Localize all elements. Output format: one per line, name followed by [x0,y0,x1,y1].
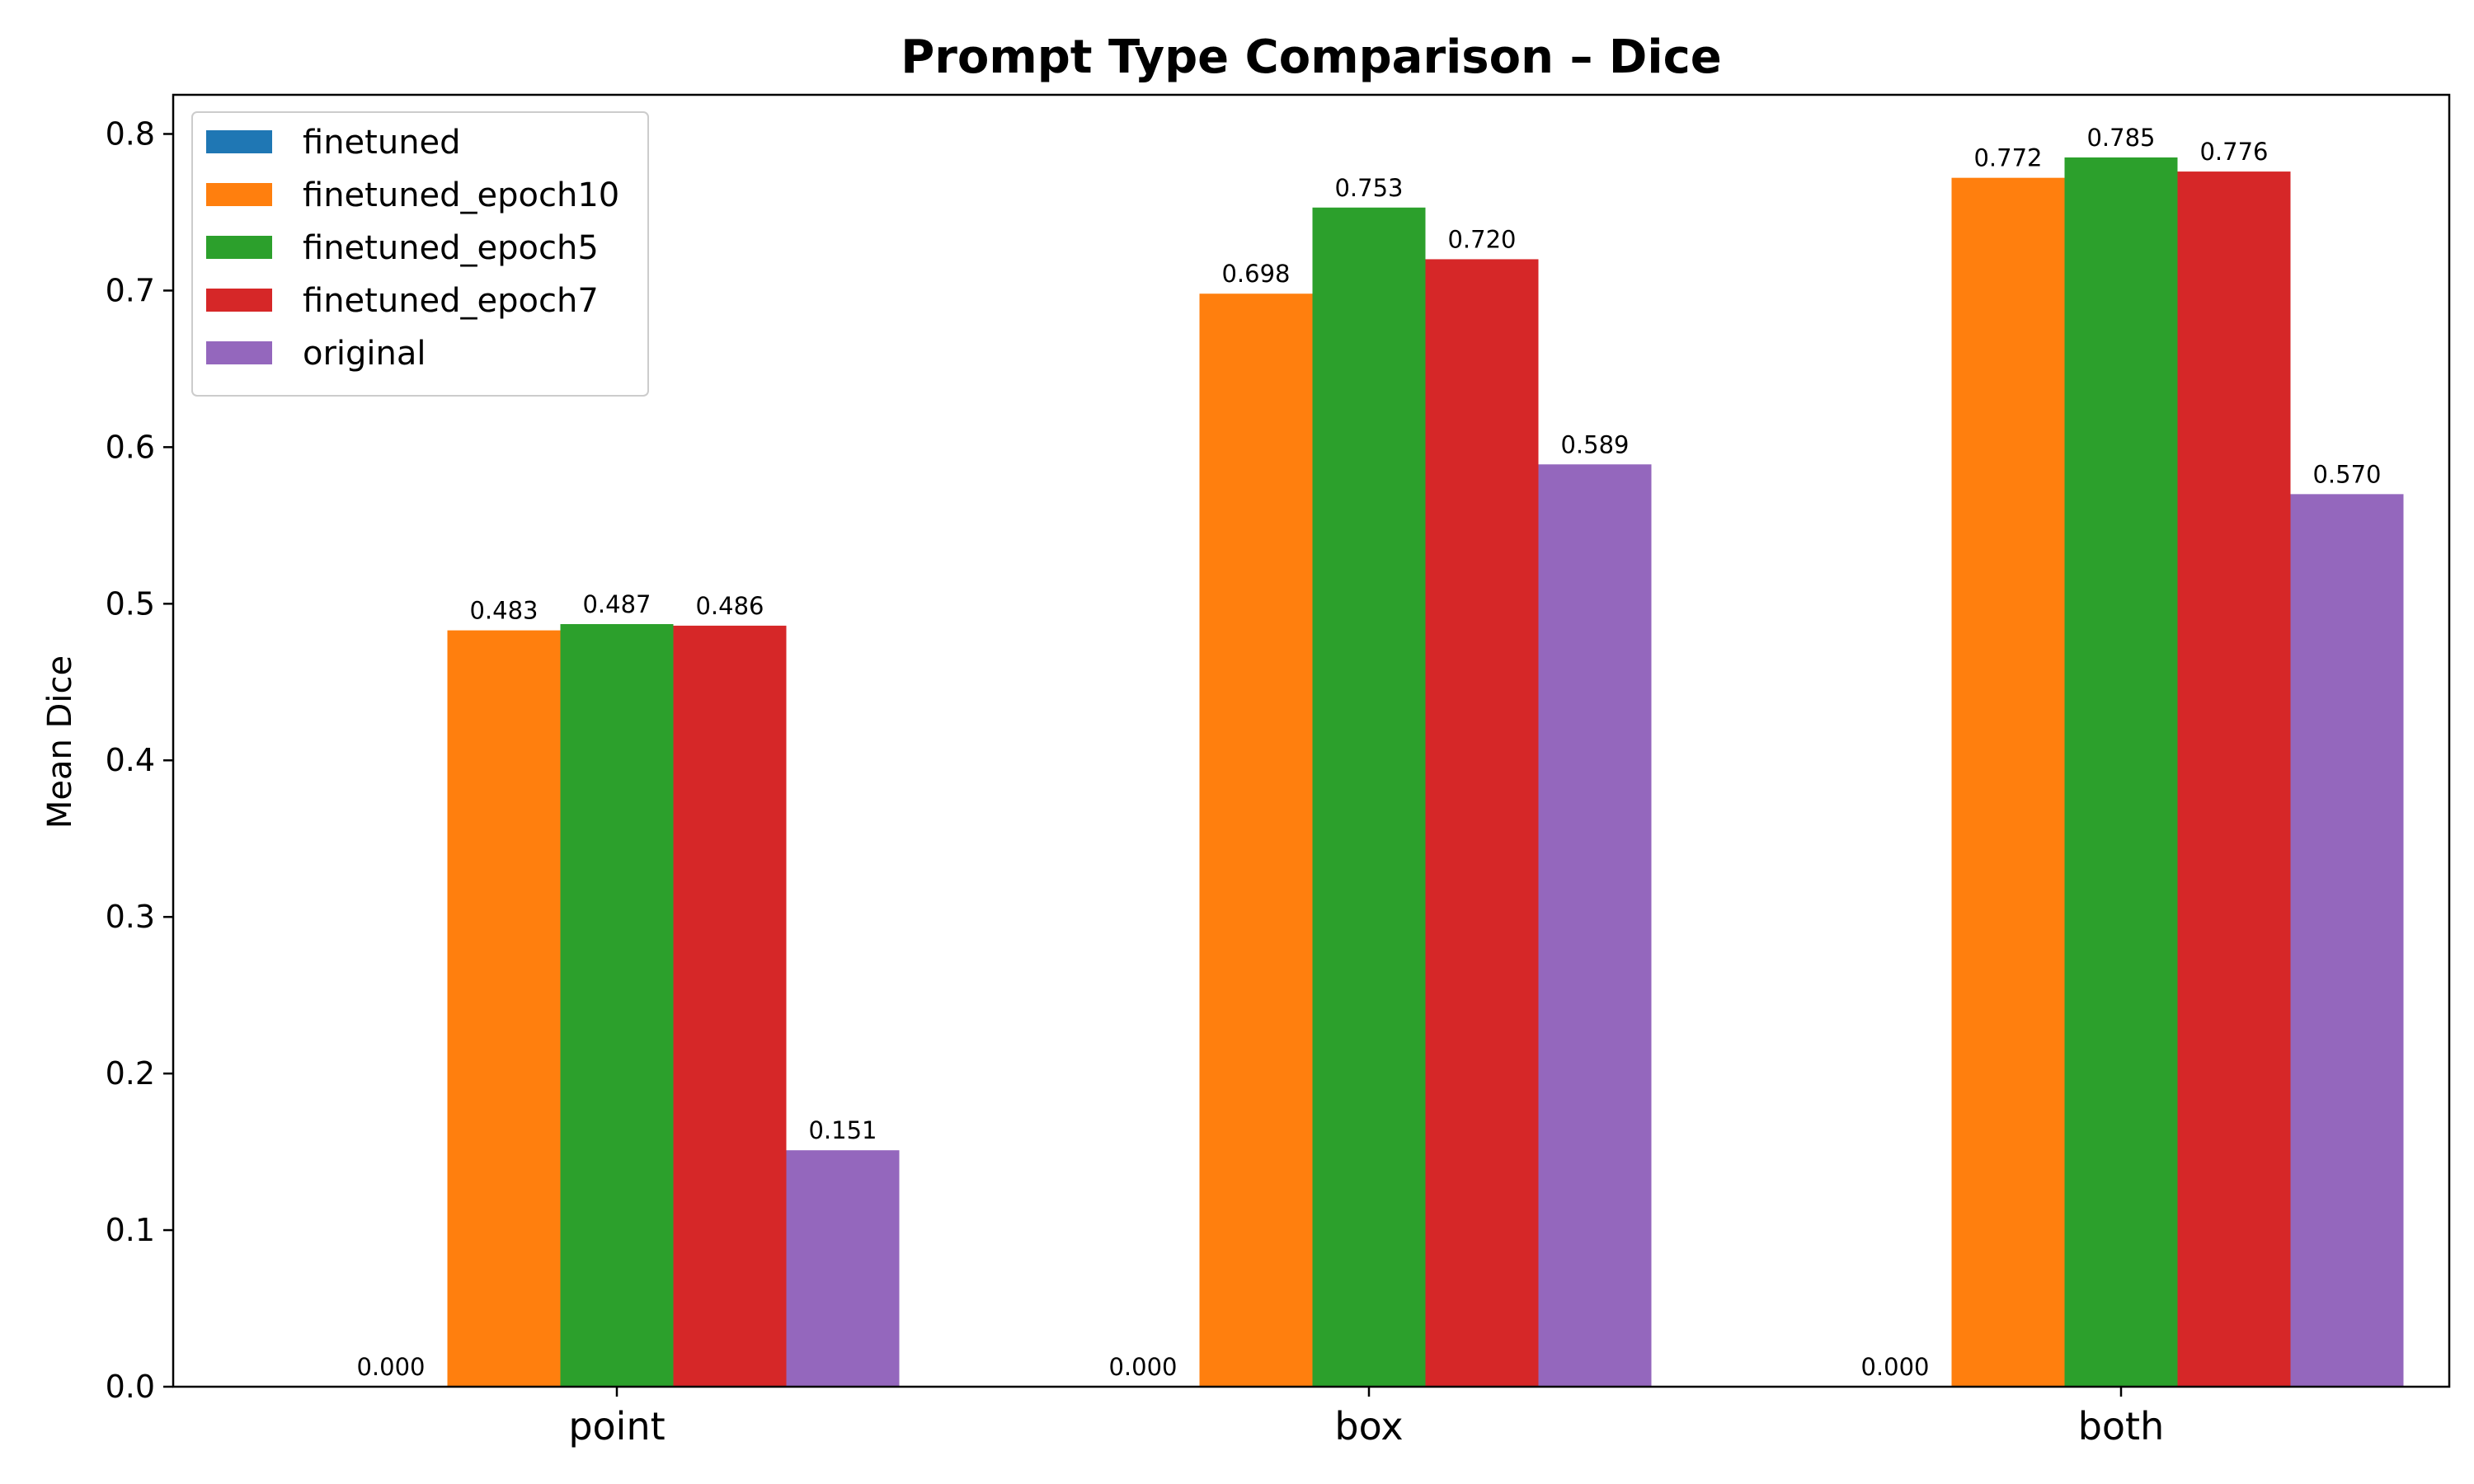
legend-label-finetuned_epoch5: finetuned_epoch5 [303,229,599,267]
legend-label-original: original [303,335,426,373]
data-label-point-finetuned_epoch7: 0.486 [695,592,764,620]
legend-label-finetuned_epoch7: finetuned_epoch7 [303,282,599,320]
bar-both-original [2290,494,2404,1387]
bar-point-original [786,1150,900,1387]
y-tick-label: 0.2 [106,1055,155,1092]
x-tick-label-box: box [1334,1404,1403,1449]
data-label-both-finetuned_epoch10: 0.772 [1973,144,2042,172]
bar-point-finetuned_epoch5 [560,623,674,1387]
bar-box-original [1538,464,1652,1387]
y-tick-label: 0.6 [106,429,155,465]
y-tick-label: 0.3 [106,899,155,935]
bar-both-finetuned_epoch5 [2064,157,2178,1388]
data-label-box-finetuned_epoch5: 0.753 [1334,174,1403,202]
data-label-box-finetuned_epoch7: 0.720 [1447,225,1516,253]
legend-swatch-finetuned_epoch5 [206,236,272,259]
legend-swatch-original [206,341,272,364]
x-tick-label-both: both [2078,1404,2165,1449]
data-label-point-original: 0.151 [808,1116,877,1144]
bar-point-finetuned_epoch7 [673,625,787,1387]
y-tick-label: 0.1 [106,1212,155,1248]
bar-both-finetuned_epoch7 [2177,171,2291,1387]
data-label-box-finetuned_epoch10: 0.698 [1221,260,1290,288]
data-label-box-finetuned: 0.000 [1108,1353,1177,1381]
y-tick-label: 0.4 [106,742,155,778]
data-labels-layer: 0.000 0.483 0.487 0.486 0.151 0.000 0.698 0.753… [356,124,2381,1381]
legend-box [191,111,649,397]
data-label-box-original: 0.589 [1560,430,1629,458]
chart-title: Prompt Type Comparison – Dice [901,31,1722,84]
legend-swatch-finetuned_epoch7 [206,289,272,312]
bar-box-finetuned_epoch5 [1312,207,1426,1388]
data-label-point-finetuned_epoch10: 0.483 [469,597,538,625]
legend: finetuned finetuned_epoch10 finetuned_epoc… [191,111,649,397]
legend-label-finetuned: finetuned [303,124,461,162]
bars-layer [447,157,2404,1388]
y-axis: 0.0 0.1 0.2 0.3 0.4 0.5 0.6 0.7 0.8 [106,115,173,1405]
y-tick-label: 0.5 [106,585,155,622]
bar-box-finetuned_epoch10 [1199,294,1313,1387]
y-axis-label: Mean Dice [41,655,79,829]
x-tick-label-point: point [568,1404,665,1449]
data-label-both-finetuned_epoch7: 0.776 [2199,138,2268,166]
y-tick-label: 0.8 [106,115,155,152]
data-label-point-finetuned_epoch5: 0.487 [582,590,651,618]
plot-frame [172,93,2451,1388]
legend-swatch-finetuned_epoch10 [206,183,272,206]
data-label-both-finetuned_epoch5: 0.785 [2086,124,2155,152]
data-label-point-finetuned: 0.000 [356,1353,425,1381]
bar-point-finetuned_epoch10 [447,630,561,1387]
y-tick-label: 0.0 [106,1369,155,1405]
legend-label-finetuned_epoch10: finetuned_epoch10 [303,176,619,214]
x-axis: point box both [568,1387,2164,1449]
data-label-both-original: 0.570 [2312,460,2381,488]
data-label-both-finetuned: 0.000 [1860,1353,1929,1381]
bar-box-finetuned_epoch7 [1425,259,1539,1387]
y-tick-label: 0.7 [106,272,155,308]
legend-swatch-finetuned [206,130,272,153]
bar-both-finetuned_epoch10 [1951,177,2065,1388]
